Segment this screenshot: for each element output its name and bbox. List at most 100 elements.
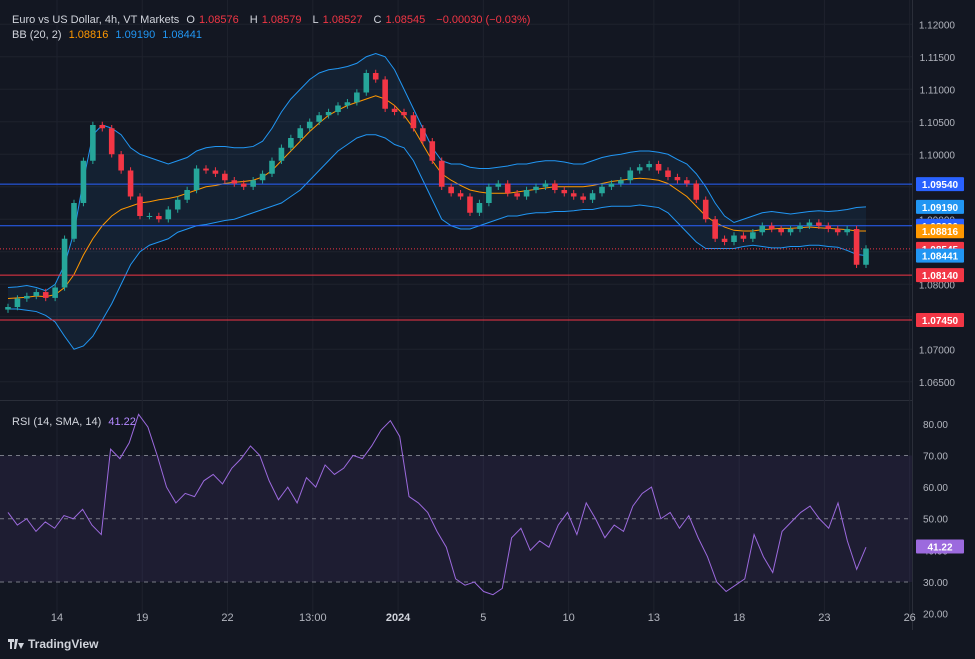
candle-body: [156, 216, 162, 220]
candle-body: [467, 196, 473, 213]
candle-body: [344, 102, 351, 106]
ohlc-change: −0.00030 (−0.03%): [436, 14, 531, 26]
candle-body: [184, 190, 190, 200]
price-tick-label: 1.08000: [919, 280, 956, 291]
price-tick-label: 1.10500: [919, 118, 956, 129]
time-tick-label: 19: [136, 612, 148, 624]
level-price-tag-bg: [916, 268, 964, 283]
candle-body: [33, 292, 40, 296]
rsi-tick-label: 50.00: [923, 515, 948, 526]
candle-body: [193, 168, 200, 190]
candle-body: [24, 295, 30, 299]
candle-body: [391, 108, 398, 112]
candle-body: [165, 209, 172, 220]
ohlc-close: C 1.08545: [373, 14, 426, 26]
bb-basis-line: [7, 95, 866, 300]
level-price-tag: 1.07450: [922, 316, 959, 327]
candle-body: [90, 125, 96, 161]
axis-separator: [912, 0, 913, 630]
time-tick-label: 10: [562, 612, 574, 624]
pane-separator: [0, 400, 912, 401]
price-tag-bg: [916, 248, 964, 263]
price-axis[interactable]: 1.12000 1.11500 1.11000 1.10500 1.10000 1.095…: [916, 20, 964, 621]
bb-lower-value: 1.08441: [162, 29, 203, 41]
time-tick-label: 18: [733, 612, 745, 624]
candle-body: [363, 73, 370, 93]
candle-body: [372, 73, 379, 80]
candle-body: [731, 235, 737, 242]
candle-body: [14, 298, 21, 307]
time-tick-label: 26: [904, 612, 916, 624]
candle-body: [335, 105, 341, 112]
bb-legend[interactable]: BB (20, 2) 1.08816 1.09190 1.08441: [12, 29, 206, 41]
candle-body: [42, 292, 49, 298]
price-tick-label: 1.11500: [920, 53, 956, 64]
candle-body: [825, 225, 832, 229]
candle-body: [665, 170, 671, 177]
price-tag: 1.08441: [922, 252, 959, 263]
candle-body: [589, 193, 596, 200]
candle-body: [476, 203, 483, 213]
bb-upper-value: 1.09190: [115, 29, 156, 41]
candle-body: [146, 216, 153, 217]
time-tick-label: 23: [818, 612, 830, 624]
candle-body: [570, 193, 577, 197]
price-tick-label: 1.11000: [920, 85, 956, 96]
candle-body: [721, 238, 728, 242]
candle-body: [61, 238, 68, 288]
candle-body: [712, 219, 718, 239]
price-tag: 1.08816: [922, 227, 959, 238]
candle-body: [834, 229, 841, 233]
candle-body: [853, 229, 860, 265]
candle-body: [118, 154, 124, 171]
bb-fill: [8, 53, 866, 350]
candle-body: [750, 232, 756, 239]
level-price-tag: 1.09540: [922, 180, 959, 191]
candle-body: [448, 186, 454, 194]
candle-body: [674, 177, 681, 181]
candle-body: [420, 128, 426, 142]
candle-body: [816, 222, 822, 226]
candle-body: [99, 125, 106, 129]
candle-body: [759, 225, 766, 233]
tradingview-icon: [8, 639, 24, 649]
price-tag-bg: [916, 199, 964, 214]
rsi-label: RSI (14, SMA, 14): [12, 416, 102, 428]
time-tick-label: 2024: [386, 612, 411, 624]
symbol-title: Euro vs US Dollar, 4h, VT Markets: [12, 14, 180, 26]
candle-body: [542, 183, 549, 187]
candle-body: [580, 196, 586, 200]
candle-body: [778, 229, 784, 233]
rsi-tick-label: 30.00: [923, 578, 948, 589]
candle-body: [561, 190, 568, 194]
main-grid: [0, 0, 913, 630]
time-tick-label: 13: [648, 612, 660, 624]
candle-body: [269, 160, 275, 174]
candle-body: [250, 180, 256, 187]
candle-body: [127, 170, 134, 197]
rsi-line: [7, 413, 867, 596]
rsi-value-tag-bg: [916, 539, 964, 554]
price-tick-label: 1.07000: [919, 345, 956, 356]
level-price-tag: 1.08140: [922, 271, 959, 282]
candle-body: [80, 160, 87, 203]
candle-body: [636, 167, 643, 171]
bb-upper-line: [7, 52, 867, 292]
rsi-legend[interactable]: RSI (14, SMA, 14) 41.22: [12, 416, 140, 428]
candle-body: [806, 222, 813, 226]
tradingview-logo[interactable]: TradingView: [8, 637, 98, 651]
time-axis[interactable]: 14 19 22 13:00 2024 5 10 13 18 23 26: [51, 612, 916, 624]
candle-body: [429, 141, 436, 161]
candle-body: [438, 160, 445, 187]
candle-body: [354, 92, 360, 103]
level-price-tag-bg: [916, 177, 964, 192]
candle-body: [297, 128, 304, 138]
ohlc-low: L 1.08527: [312, 14, 363, 26]
candle-body: [137, 196, 143, 216]
candle-body: [599, 186, 605, 194]
price-tick-label: 1.06500: [919, 378, 956, 389]
candle-body: [306, 121, 313, 129]
price-tick-label: 1.10000: [919, 150, 956, 161]
candle-body: [52, 287, 58, 298]
